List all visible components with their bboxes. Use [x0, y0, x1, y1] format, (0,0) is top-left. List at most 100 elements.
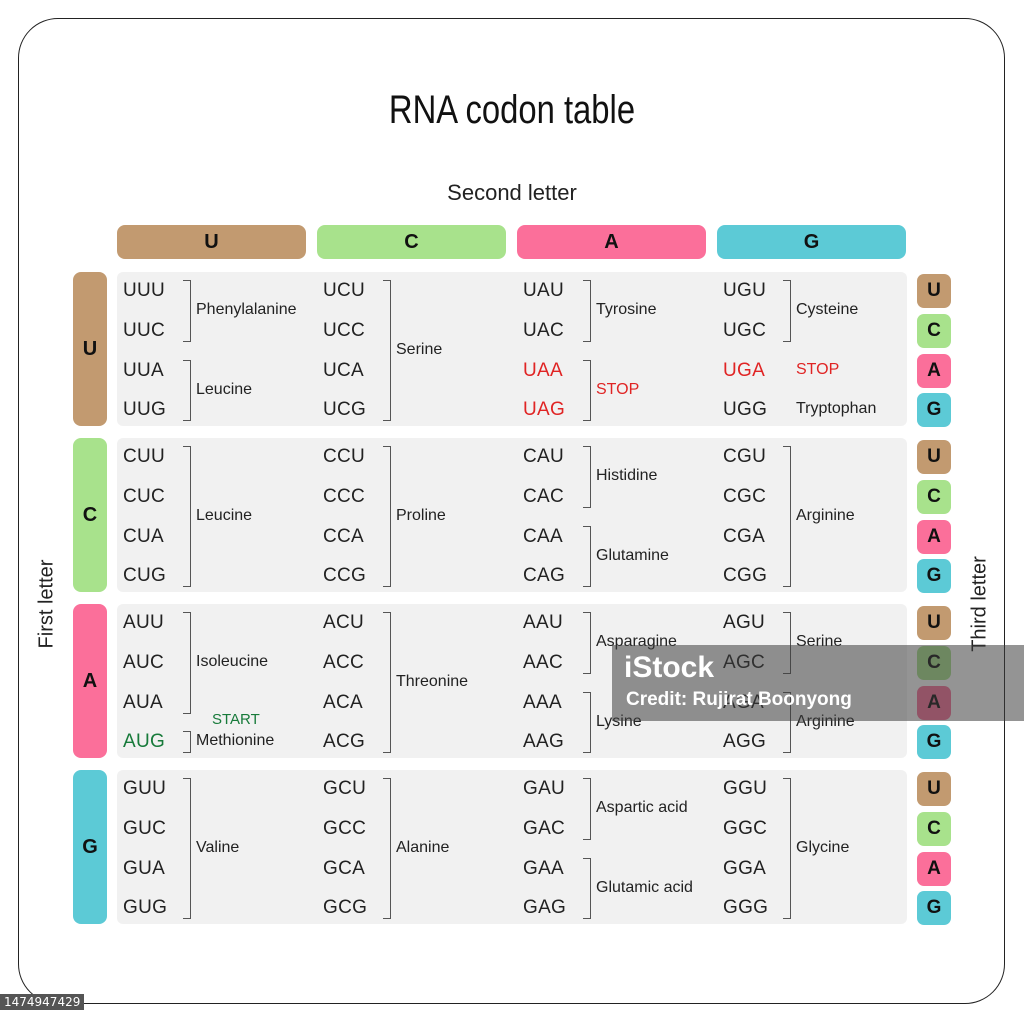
codon-aaa: AAA: [523, 692, 562, 713]
codon-gua: GUA: [123, 858, 166, 879]
codon-caa: CAA: [523, 526, 563, 547]
third-letter-tab-u-a: A: [917, 354, 951, 388]
amino-acid-label: Arginine: [796, 506, 855, 524]
codon-auu: AUU: [123, 612, 165, 633]
codon-gcu: GCU: [323, 778, 367, 799]
bracket-3-2-0: [583, 778, 591, 840]
amino-acid-label: Proline: [396, 506, 446, 524]
codon-uug: UUG: [123, 399, 167, 420]
codon-acu: ACU: [323, 612, 365, 633]
codon-agg: AGG: [723, 731, 767, 752]
codon-cgc: CGC: [723, 486, 767, 507]
bracket-1-2-1: [583, 526, 591, 587]
codon-ugc: UGC: [723, 320, 767, 341]
amino-acid-label: Tyrosine: [596, 301, 657, 318]
codon-aag: AAG: [523, 731, 565, 752]
amino-acid-label: STOP: [596, 380, 640, 398]
codon-guu: GUU: [123, 778, 167, 799]
amino-acid-label: Threonine: [396, 672, 469, 690]
codon-aug: AUG: [123, 731, 166, 752]
bracket-3-0-0: [183, 778, 191, 919]
amino-acid-label: Tryptophan: [796, 400, 877, 417]
codon-cgg: CGG: [723, 565, 768, 586]
amino-acid-label: Serine: [396, 340, 443, 358]
bracket-0-3-0: [783, 280, 791, 342]
third-letter-tab-g-a: A: [917, 852, 951, 886]
second-letter-header-a: A: [517, 225, 706, 259]
amino-acid-label: Leucine: [196, 506, 253, 524]
amino-acid-label: Leucine: [196, 380, 253, 398]
table-frame: [18, 18, 1005, 1004]
codon-gac: GAC: [523, 818, 566, 839]
third-letter-tab-c-u: U: [917, 440, 951, 474]
codon-cga: CGA: [723, 526, 766, 547]
codon-agu: AGU: [723, 612, 766, 633]
bracket-0-2-0: [583, 280, 591, 342]
codon-uac: UAC: [523, 320, 565, 341]
codon-ccc: CCC: [323, 486, 366, 507]
codon-cuc: CUC: [123, 486, 166, 507]
codon-uua: UUA: [123, 360, 165, 381]
bracket-1-1-0: [383, 446, 391, 587]
watermark-overlay: iStock Credit: Rujirat Boonyong: [612, 645, 1024, 721]
third-letter-tab-g-c: C: [917, 812, 951, 846]
bracket-3-3-0: [783, 778, 791, 919]
amino-acid-label: Isoleucine: [196, 653, 269, 670]
codon-ccu: CCU: [323, 446, 366, 467]
bracket-0-0-1: [183, 360, 191, 421]
codon-gug: GUG: [123, 897, 168, 918]
third-letter-tab-c-a: A: [917, 520, 951, 554]
amino-acid-label: Methionine: [196, 732, 275, 749]
codon-ccg: CCG: [323, 565, 367, 586]
codon-uga: UGA: [723, 360, 766, 381]
codon-cag: CAG: [523, 565, 566, 586]
amino-acid-label: Glutamic acid: [596, 878, 693, 896]
codon-ggg: GGG: [723, 897, 769, 918]
bracket-2-0-1: [183, 731, 191, 753]
codon-guc: GUC: [123, 818, 167, 839]
row-panel-c: [117, 438, 907, 592]
codon-uuc: UUC: [123, 320, 166, 341]
third-letter-tab-u-u: U: [917, 274, 951, 308]
codon-gaa: GAA: [523, 858, 565, 879]
amino-acid-label: Histidine: [596, 467, 658, 484]
third-letter-tab-c-g: G: [917, 559, 951, 593]
third-letter-label: Third letter: [968, 556, 991, 652]
amino-acid-label: Glutamine: [596, 546, 669, 564]
codon-gcg: GCG: [323, 897, 368, 918]
bracket-3-1-0: [383, 778, 391, 919]
bracket-0-0-0: [183, 280, 191, 342]
amino-acid-label: Cysteine: [796, 301, 859, 318]
codon-ucu: UCU: [323, 280, 366, 301]
codon-gau: GAU: [523, 778, 566, 799]
stock-id-badge: 1474947429: [0, 994, 85, 1010]
bracket-0-1-0: [383, 280, 391, 421]
codon-uca: UCA: [323, 360, 365, 381]
bracket-1-2-0: [583, 446, 591, 508]
codon-gga: GGA: [723, 858, 767, 879]
bracket-1-0-0: [183, 446, 191, 587]
amino-acid-label: Valine: [196, 838, 240, 856]
second-letter-header-g: G: [717, 225, 906, 259]
codon-ugg: UGG: [723, 399, 768, 420]
codon-cuu: CUU: [123, 446, 166, 467]
codon-cac: CAC: [523, 486, 565, 507]
codon-ugu: UGU: [723, 280, 767, 301]
codon-acc: ACC: [323, 652, 365, 673]
codon-cca: CCA: [323, 526, 365, 547]
codon-uuu: UUU: [123, 280, 166, 301]
bracket-2-1-0: [383, 612, 391, 753]
bracket-0-2-1: [583, 360, 591, 421]
third-letter-tab-g-g: G: [917, 891, 951, 925]
third-letter-tab-u-c: C: [917, 314, 951, 348]
start-label: START: [212, 711, 260, 728]
codon-cau: CAU: [523, 446, 565, 467]
codon-ucc: UCC: [323, 320, 366, 341]
codon-uag: UAG: [523, 399, 566, 420]
third-letter-tab-c-c: C: [917, 480, 951, 514]
codon-gcc: GCC: [323, 818, 367, 839]
amino-acid-label: Alanine: [396, 838, 450, 856]
bracket-2-2-1: [583, 692, 591, 753]
codon-acg: ACG: [323, 731, 366, 752]
first-letter-tab-g: G: [73, 770, 107, 924]
